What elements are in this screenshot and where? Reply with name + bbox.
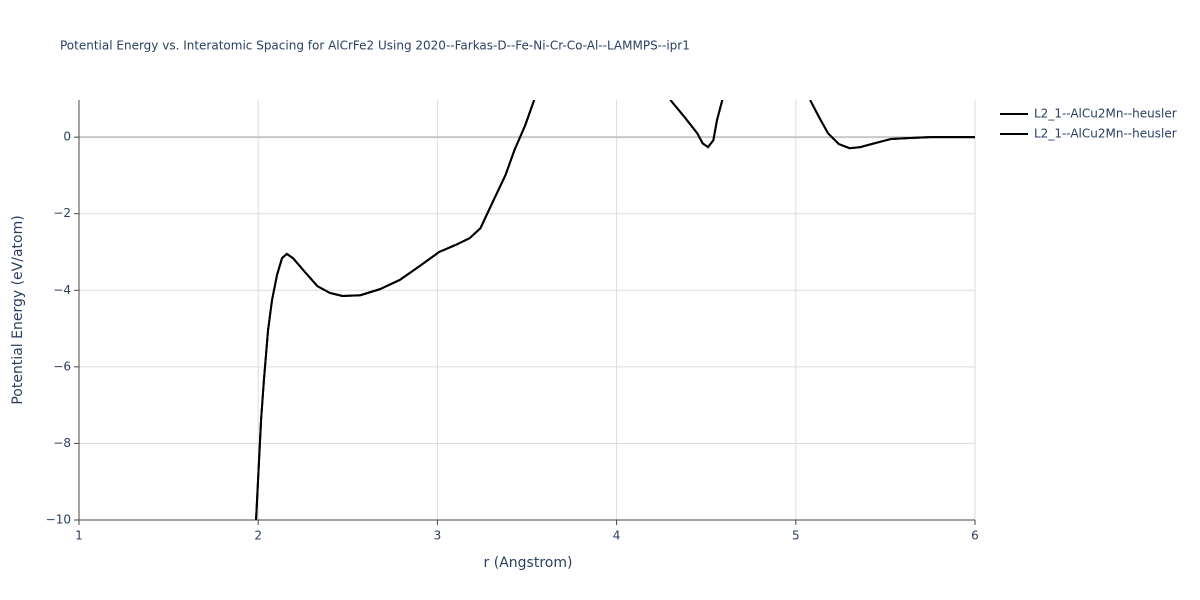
y-tick-label: −10	[46, 513, 71, 527]
line-series	[255, 100, 975, 520]
y-axis-title: Potential Energy (eV/atom)	[10, 215, 26, 404]
y-tick-label: −8	[53, 436, 71, 450]
y-tick-label: −2	[53, 206, 71, 220]
x-tick-label: 2	[254, 529, 262, 543]
legend-label: L2_1--AlCu2Mn--heusler	[1034, 107, 1177, 121]
x-tick-label: 6	[971, 529, 979, 543]
y-tick-label: −4	[53, 283, 71, 297]
legend-label: L2_1--AlCu2Mn--heusler	[1034, 127, 1177, 141]
x-tick-label: 1	[75, 529, 83, 543]
chart-title: Potential Energy vs. Interatomic Spacing…	[60, 39, 690, 53]
x-tick-label: 4	[613, 529, 621, 543]
y-tick-label: 0	[63, 130, 71, 144]
x-tick-label: 5	[792, 529, 800, 543]
x-tick-label: 3	[434, 529, 442, 543]
line-series	[255, 100, 975, 520]
y-tick-label: −6	[53, 359, 71, 373]
x-axis-title: r (Angstrom)	[484, 555, 573, 571]
